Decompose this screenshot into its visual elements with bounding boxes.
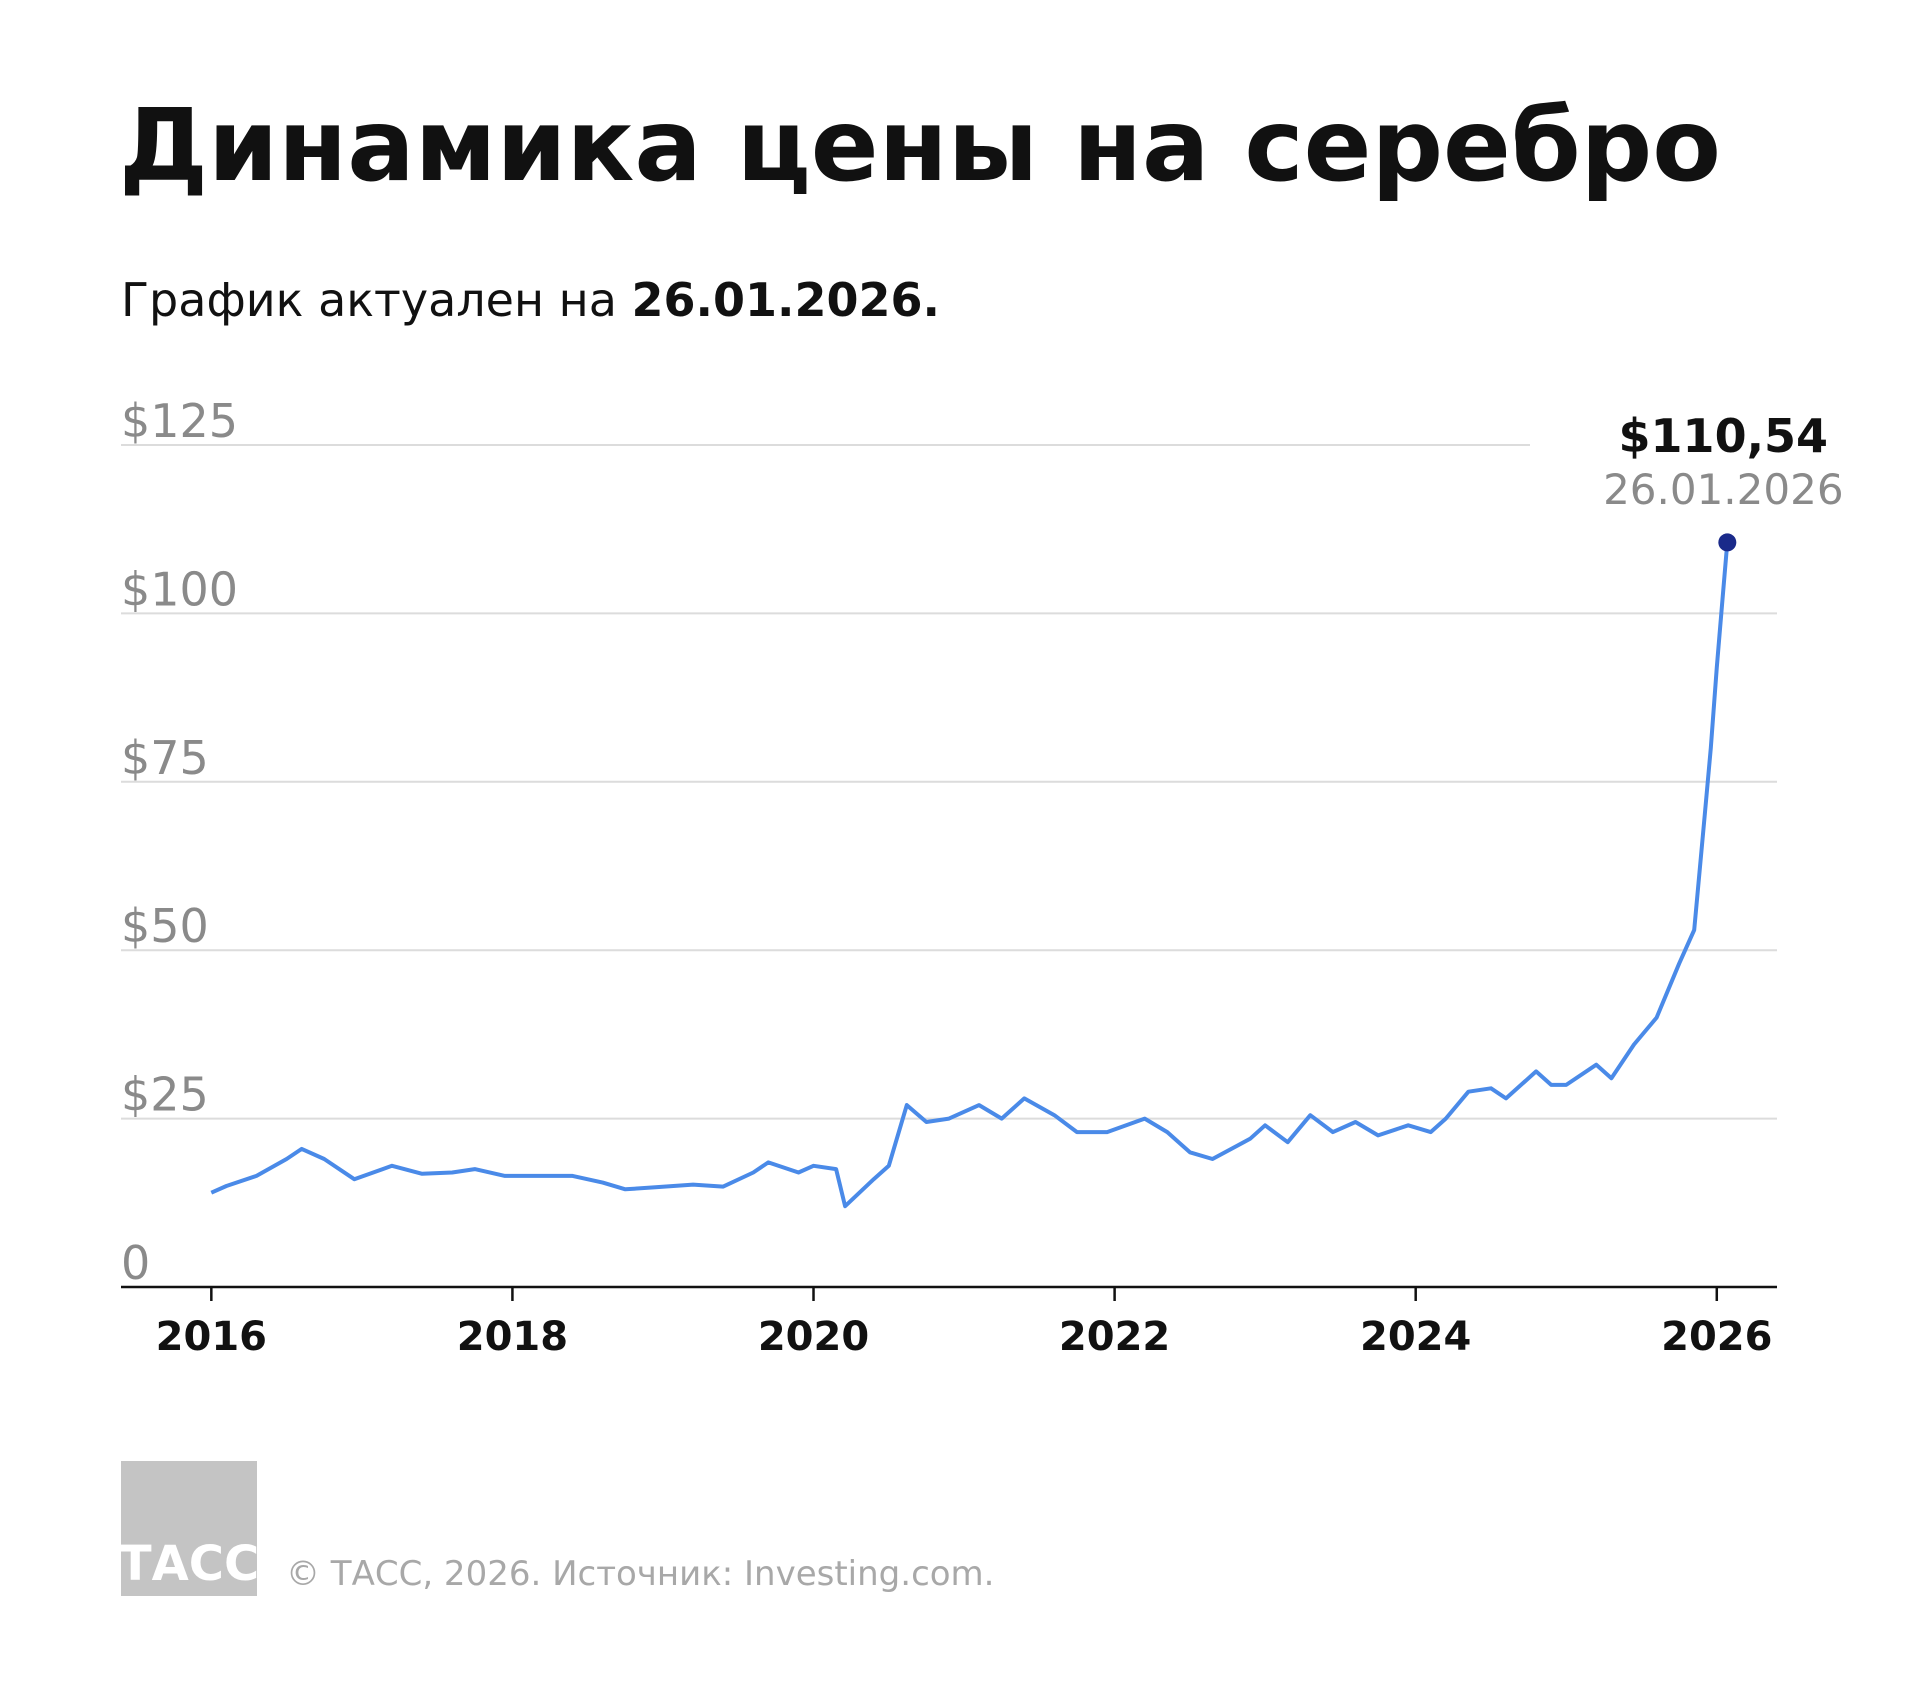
end-point <box>1718 533 1737 552</box>
chart-subtitle: График актуален на 26.01.2026. <box>121 273 940 327</box>
chart-title: Динамика цены на серебро <box>119 87 1721 204</box>
subtitle-text: График актуален на <box>121 273 617 327</box>
x-tick-label: 2016 <box>156 1314 267 1360</box>
y-tick-label: $75 <box>121 731 209 785</box>
y-tick-label: $100 <box>121 562 238 616</box>
logo-box <box>121 1461 257 1596</box>
subtitle-date: 26.01.2026. <box>632 273 940 327</box>
source: © ТАСС, 2026. Источник: Investing.com. <box>286 1554 995 1594</box>
y-tick-label: $25 <box>121 1068 209 1122</box>
y-tick-label: 0 <box>121 1236 150 1290</box>
y-tick-label: $125 <box>121 394 238 448</box>
x-tick-label: 2022 <box>1059 1314 1170 1360</box>
annotation-date: 26.01.2026 <box>1603 465 1843 514</box>
x-tick-label: 2018 <box>457 1314 568 1360</box>
x-tick-label: 2024 <box>1360 1314 1471 1360</box>
series-line <box>210 542 1730 1209</box>
x-tick-label: 2026 <box>1661 1314 1772 1360</box>
y-tick-label: $50 <box>121 899 209 953</box>
x-tick-label: 2020 <box>758 1314 869 1360</box>
logo-text: ТАСС <box>119 1536 259 1592</box>
annotation-value: $110,54 <box>1619 409 1829 463</box>
